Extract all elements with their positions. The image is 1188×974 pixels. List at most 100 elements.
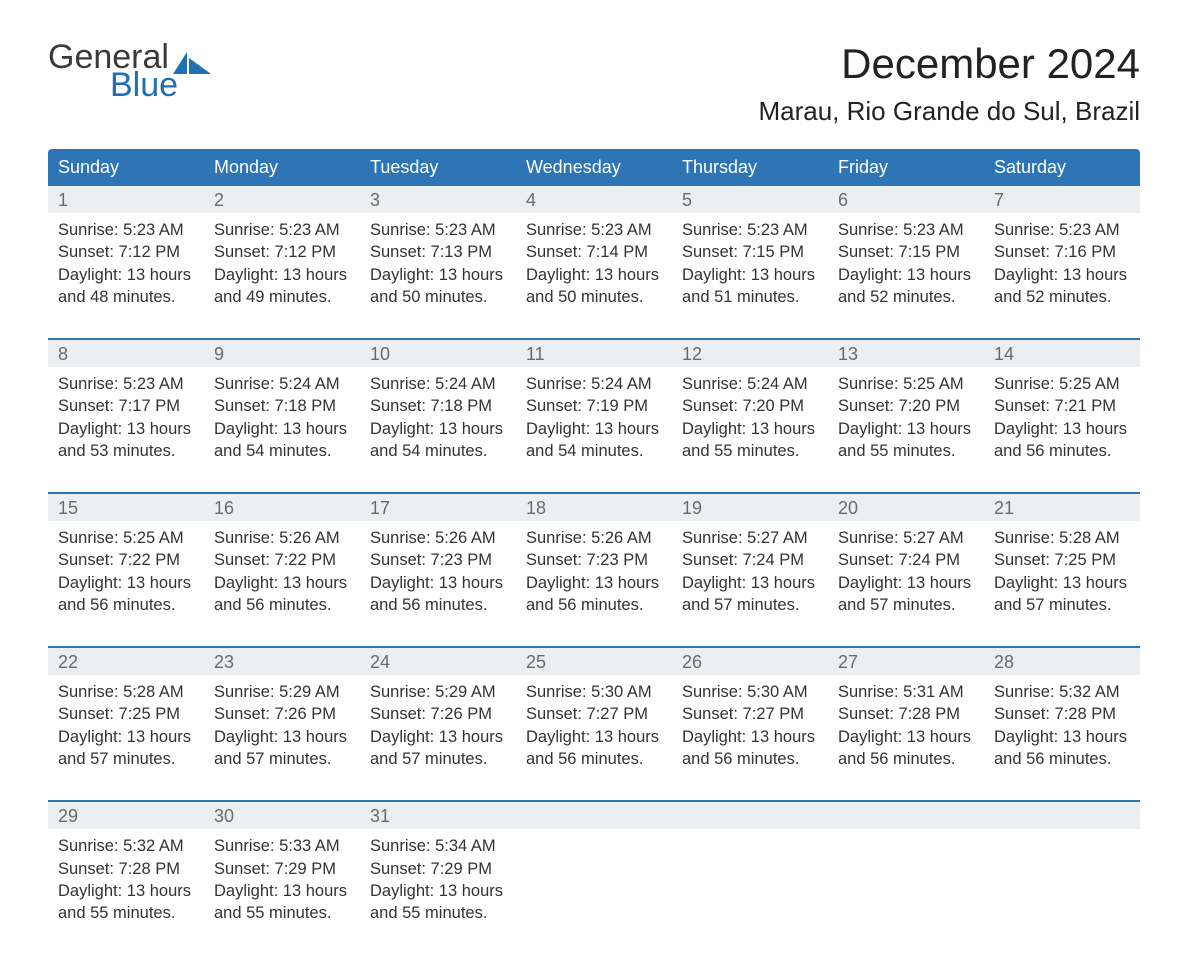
daylight-text: Daylight: 13 hours [994, 726, 1130, 748]
day-number: 10 [360, 340, 516, 367]
sunset-text: Sunset: 7:26 PM [214, 703, 350, 725]
calendar-day [984, 829, 1140, 934]
sunset-text: Sunset: 7:25 PM [58, 703, 194, 725]
calendar-day [672, 829, 828, 934]
calendar-day: Sunrise: 5:32 AMSunset: 7:28 PMDaylight:… [984, 675, 1140, 780]
day-number: 12 [672, 340, 828, 367]
day-number [516, 802, 672, 829]
day-number: 13 [828, 340, 984, 367]
calendar-day: Sunrise: 5:23 AMSunset: 7:12 PMDaylight:… [48, 213, 204, 318]
daylight-text: and 57 minutes. [214, 748, 350, 770]
sunrise-text: Sunrise: 5:23 AM [838, 219, 974, 241]
sunrise-text: Sunrise: 5:30 AM [682, 681, 818, 703]
daylight-text: Daylight: 13 hours [370, 418, 506, 440]
daylight-text: and 56 minutes. [526, 748, 662, 770]
daylight-text: Daylight: 13 hours [370, 880, 506, 902]
sunrise-text: Sunrise: 5:25 AM [838, 373, 974, 395]
daylight-text: and 57 minutes. [58, 748, 194, 770]
calendar-week: 891011121314Sunrise: 5:23 AMSunset: 7:17… [48, 338, 1140, 472]
day-number: 14 [984, 340, 1140, 367]
sunrise-text: Sunrise: 5:23 AM [58, 373, 194, 395]
sunset-text: Sunset: 7:28 PM [838, 703, 974, 725]
daylight-text: Daylight: 13 hours [58, 264, 194, 286]
sunset-text: Sunset: 7:25 PM [994, 549, 1130, 571]
calendar-day: Sunrise: 5:31 AMSunset: 7:28 PMDaylight:… [828, 675, 984, 780]
day-number: 22 [48, 648, 204, 675]
daylight-text: and 56 minutes. [58, 594, 194, 616]
daylight-text: and 52 minutes. [994, 286, 1130, 308]
calendar-day: Sunrise: 5:30 AMSunset: 7:27 PMDaylight:… [672, 675, 828, 780]
daylight-text: Daylight: 13 hours [526, 726, 662, 748]
daylight-text: Daylight: 13 hours [58, 418, 194, 440]
calendar-day: Sunrise: 5:29 AMSunset: 7:26 PMDaylight:… [204, 675, 360, 780]
calendar-day: Sunrise: 5:23 AMSunset: 7:15 PMDaylight:… [672, 213, 828, 318]
sunrise-text: Sunrise: 5:34 AM [370, 835, 506, 857]
dow-monday: Monday [204, 149, 360, 186]
sunrise-text: Sunrise: 5:26 AM [526, 527, 662, 549]
daylight-text: and 50 minutes. [370, 286, 506, 308]
sunrise-text: Sunrise: 5:23 AM [682, 219, 818, 241]
daylight-text: Daylight: 13 hours [682, 418, 818, 440]
daylight-text: Daylight: 13 hours [58, 880, 194, 902]
sunset-text: Sunset: 7:24 PM [682, 549, 818, 571]
calendar-day: Sunrise: 5:32 AMSunset: 7:28 PMDaylight:… [48, 829, 204, 934]
dow-tuesday: Tuesday [360, 149, 516, 186]
day-number: 4 [516, 186, 672, 213]
day-number: 3 [360, 186, 516, 213]
day-number: 19 [672, 494, 828, 521]
day-number: 27 [828, 648, 984, 675]
day-number: 20 [828, 494, 984, 521]
sunset-text: Sunset: 7:15 PM [682, 241, 818, 263]
sunset-text: Sunset: 7:13 PM [370, 241, 506, 263]
calendar-day: Sunrise: 5:25 AMSunset: 7:20 PMDaylight:… [828, 367, 984, 472]
sunset-text: Sunset: 7:29 PM [370, 858, 506, 880]
calendar-day: Sunrise: 5:25 AMSunset: 7:21 PMDaylight:… [984, 367, 1140, 472]
sunset-text: Sunset: 7:28 PM [994, 703, 1130, 725]
day-number [984, 802, 1140, 829]
calendar-day: Sunrise: 5:27 AMSunset: 7:24 PMDaylight:… [828, 521, 984, 626]
daylight-text: and 55 minutes. [214, 902, 350, 924]
daylight-text: Daylight: 13 hours [682, 572, 818, 594]
day-number: 1 [48, 186, 204, 213]
daylight-text: Daylight: 13 hours [838, 726, 974, 748]
calendar-day: Sunrise: 5:24 AMSunset: 7:18 PMDaylight:… [360, 367, 516, 472]
day-number: 5 [672, 186, 828, 213]
sunrise-text: Sunrise: 5:25 AM [994, 373, 1130, 395]
dow-thursday: Thursday [672, 149, 828, 186]
daylight-text: and 57 minutes. [370, 748, 506, 770]
day-number: 9 [204, 340, 360, 367]
sunrise-text: Sunrise: 5:28 AM [58, 681, 194, 703]
calendar-day: Sunrise: 5:23 AMSunset: 7:14 PMDaylight:… [516, 213, 672, 318]
day-of-week-header: Sunday Monday Tuesday Wednesday Thursday… [48, 149, 1140, 186]
sunset-text: Sunset: 7:22 PM [58, 549, 194, 571]
sunset-text: Sunset: 7:21 PM [994, 395, 1130, 417]
sunset-text: Sunset: 7:17 PM [58, 395, 194, 417]
sunset-text: Sunset: 7:28 PM [58, 858, 194, 880]
day-number: 11 [516, 340, 672, 367]
sunrise-text: Sunrise: 5:24 AM [526, 373, 662, 395]
daylight-text: Daylight: 13 hours [838, 264, 974, 286]
day-number: 18 [516, 494, 672, 521]
sunrise-text: Sunrise: 5:31 AM [838, 681, 974, 703]
brand-logo: General Blue [48, 40, 211, 102]
calendar-day: Sunrise: 5:24 AMSunset: 7:18 PMDaylight:… [204, 367, 360, 472]
daylight-text: Daylight: 13 hours [682, 726, 818, 748]
daylight-text: and 51 minutes. [682, 286, 818, 308]
sunset-text: Sunset: 7:20 PM [682, 395, 818, 417]
sunset-text: Sunset: 7:20 PM [838, 395, 974, 417]
daylight-text: and 56 minutes. [994, 440, 1130, 462]
daylight-text: and 57 minutes. [682, 594, 818, 616]
daylight-text: Daylight: 13 hours [370, 572, 506, 594]
sunrise-text: Sunrise: 5:33 AM [214, 835, 350, 857]
day-number: 30 [204, 802, 360, 829]
day-number: 17 [360, 494, 516, 521]
sunset-text: Sunset: 7:29 PM [214, 858, 350, 880]
sunrise-text: Sunrise: 5:29 AM [370, 681, 506, 703]
daylight-text: Daylight: 13 hours [526, 418, 662, 440]
calendar-day: Sunrise: 5:24 AMSunset: 7:19 PMDaylight:… [516, 367, 672, 472]
sunrise-text: Sunrise: 5:25 AM [58, 527, 194, 549]
daylight-text: Daylight: 13 hours [58, 726, 194, 748]
day-number-row: 15161718192021 [48, 494, 1140, 521]
daylight-text: and 52 minutes. [838, 286, 974, 308]
day-number: 31 [360, 802, 516, 829]
